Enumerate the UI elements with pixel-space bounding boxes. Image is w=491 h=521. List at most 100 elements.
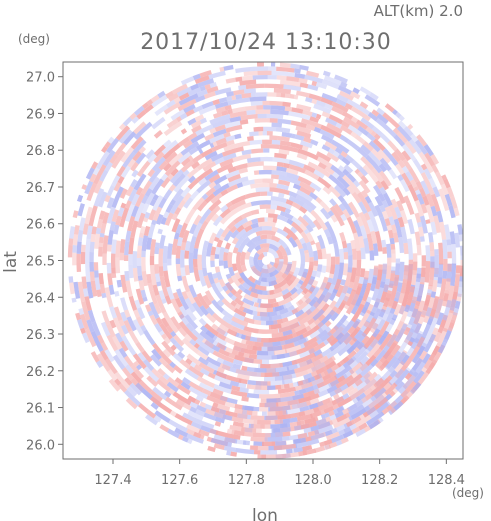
radar-cell [150, 379, 159, 387]
radar-cell [340, 213, 348, 222]
radar-cell [353, 345, 368, 359]
radar-cell [237, 236, 251, 253]
radar-cell [335, 439, 343, 446]
radar-cell [198, 104, 217, 116]
radar-cell [212, 141, 218, 147]
radar-cell [106, 206, 116, 224]
radar-cell [302, 378, 309, 385]
radar-cell [233, 430, 245, 437]
radar-cell [317, 397, 331, 407]
radar-cell [295, 438, 320, 449]
radar-cell [263, 148, 270, 153]
radar-cell [330, 164, 346, 178]
radar-cell [244, 251, 251, 260]
radar-cell [358, 211, 371, 235]
radar-cell [379, 186, 387, 195]
radar-cell [72, 245, 78, 253]
radar-cell [262, 100, 270, 106]
radar-cell [243, 293, 254, 302]
radar-cell [416, 134, 428, 147]
radar-cell [151, 368, 162, 379]
radar-cell [124, 389, 141, 407]
radar-cell [234, 236, 245, 249]
radar-cell [226, 139, 235, 147]
radar-cell [188, 365, 205, 378]
radar-cell [146, 409, 157, 419]
radar-cell [133, 173, 147, 191]
radar-cell [358, 276, 365, 285]
radar-cell [136, 257, 142, 266]
radar-cell [384, 382, 398, 396]
radar-cell [158, 160, 168, 171]
radar-cell [411, 345, 426, 364]
radar-cell [339, 231, 346, 242]
radar-cell [133, 360, 140, 367]
radar-cell [232, 421, 244, 428]
radar-cell [305, 123, 316, 131]
radar-cell [123, 355, 135, 368]
radar-cell [174, 413, 193, 426]
radar-cell [184, 368, 199, 380]
radar-cell [227, 277, 234, 285]
radar-cell [298, 324, 321, 340]
radar-cell [294, 238, 304, 250]
radar-cell [449, 299, 457, 311]
radar-cell [299, 277, 311, 291]
radar-cell [257, 70, 272, 76]
radar-cell [152, 284, 160, 296]
radar-cell [413, 322, 422, 335]
radar-cell [322, 70, 331, 77]
radar-cell [178, 136, 190, 147]
radar-cell [210, 406, 220, 413]
radar-cell [290, 221, 304, 234]
radar-cell [239, 119, 249, 125]
radar-cell [96, 360, 104, 368]
radar-cell [161, 333, 168, 340]
radar-cell [429, 295, 440, 318]
radar-cell [282, 101, 291, 108]
radar-cell [391, 266, 396, 270]
radar-cell [76, 262, 82, 273]
radar-cell [343, 164, 354, 174]
radar-cell [430, 291, 437, 298]
radar-cell [135, 341, 145, 353]
radar-cell [111, 209, 120, 223]
radar-cell [224, 104, 232, 111]
radar-cell [147, 310, 154, 317]
radar-cell [263, 126, 277, 132]
radar-cell [207, 272, 215, 285]
radar-cell [289, 285, 300, 296]
radar-cell [296, 400, 312, 409]
radar-cell [340, 150, 348, 158]
radar-cell [427, 284, 433, 290]
radar-cell [367, 111, 379, 122]
radar-cell [416, 267, 422, 279]
radar-cell [145, 414, 159, 426]
radar-cell [433, 271, 439, 278]
radar-cell [441, 174, 448, 181]
radar-cell [137, 245, 143, 254]
radar-cell [104, 141, 112, 149]
radar-cell [317, 161, 327, 170]
radar-cell [329, 382, 350, 397]
radar-cell [408, 138, 422, 155]
radar-cell [387, 285, 394, 292]
radar-cell [453, 207, 460, 217]
radar-cell [241, 409, 253, 416]
radar-cell [269, 310, 281, 317]
radar-cell [356, 171, 364, 178]
radar-cell [268, 337, 278, 343]
radar-cell [396, 280, 403, 293]
radar-cell [173, 175, 190, 193]
radar-cell [156, 378, 172, 393]
radar-cell [124, 377, 133, 386]
radar-cell [242, 302, 251, 310]
radar-cell [369, 322, 379, 334]
radar-cell [329, 340, 342, 352]
radar-cell [315, 289, 324, 299]
radar-cell [290, 142, 304, 150]
radar-cell [221, 309, 234, 320]
radar-cell [325, 265, 331, 273]
radar-cell [189, 406, 198, 414]
radar-cell [333, 417, 351, 429]
